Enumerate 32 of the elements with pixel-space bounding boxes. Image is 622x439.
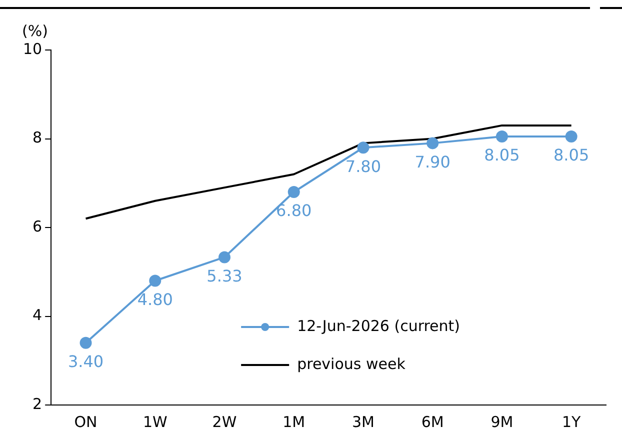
point [149, 274, 162, 287]
point [496, 130, 508, 143]
point [357, 142, 370, 154]
x-tick-label: 3M [352, 412, 374, 431]
point [565, 130, 578, 143]
y-tick-label: 10 [22, 40, 42, 58]
x-tick-label: 2W [212, 412, 237, 431]
data-label: 7.80 [345, 156, 382, 176]
x-tick-label: ON [74, 412, 98, 431]
point [80, 336, 92, 349]
x-tick-label: 1M [282, 412, 306, 431]
data-label: 3.40 [68, 352, 104, 372]
point [218, 251, 230, 264]
legend-label: 12-Jun-2026 (current) [297, 316, 460, 335]
legend-label: previous week [297, 354, 406, 373]
y-tick-label: 2 [32, 394, 42, 413]
point [426, 137, 439, 150]
x-tick-label: 6M [421, 412, 444, 431]
data-label: 4.80 [137, 290, 173, 309]
y-tick-label: 6 [32, 217, 42, 236]
data-label: 7.90 [414, 152, 450, 172]
data-label: 6.80 [276, 201, 312, 220]
data-label: 8.05 [554, 146, 590, 165]
y-axis-title: (%) [22, 22, 48, 40]
y-tick-label: 8 [32, 128, 42, 147]
point [288, 186, 300, 198]
x-tick-label: 9M [490, 412, 514, 431]
y-tick-label: 4 [32, 306, 42, 324]
x-tick-label: 1W [142, 412, 168, 431]
data-label: 8.05 [484, 146, 520, 165]
x-tick-label: 1Y [562, 412, 582, 431]
data-label: 5.33 [206, 266, 242, 286]
